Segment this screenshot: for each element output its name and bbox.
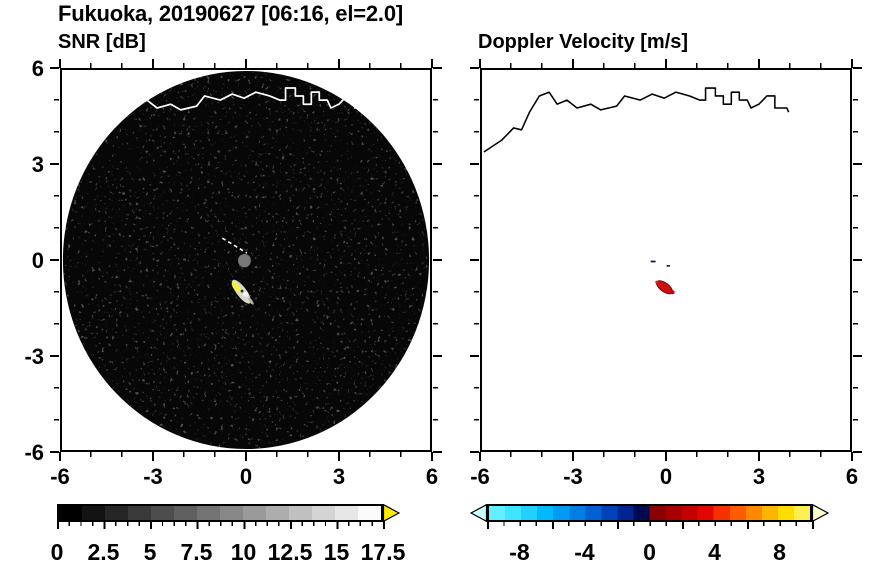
snr-right-minor-ticks bbox=[433, 67, 438, 453]
snr-colorbar-over-arrow bbox=[383, 504, 400, 522]
vel-right-minor-ticks bbox=[853, 67, 858, 453]
snr-plot-area bbox=[60, 68, 432, 452]
snr-scan-svg bbox=[62, 70, 430, 450]
velocity-cb-label: 0 bbox=[643, 539, 656, 565]
vel-left-minor-ticks bbox=[474, 67, 479, 453]
velocity-cb-label: 4 bbox=[708, 539, 721, 565]
x-tick-label: 0 bbox=[659, 464, 673, 489]
snr-cb-label: 0 bbox=[50, 539, 64, 565]
velocity-colorbar bbox=[487, 504, 812, 522]
x-tick-label: 3 bbox=[332, 464, 346, 489]
snr-colorbar bbox=[57, 504, 383, 522]
x-tick-label: 3 bbox=[752, 464, 766, 489]
snr-bottom-minor-ticks bbox=[59, 452, 433, 457]
velocity-colorbar-over-arrow bbox=[812, 504, 829, 522]
y-tick-label: -3 bbox=[24, 344, 44, 369]
velocity-cb-label: 8 bbox=[773, 539, 786, 565]
velocity-plot-area bbox=[480, 68, 852, 452]
snr-echo bbox=[231, 279, 254, 305]
velocity-colorbar-under-arrow bbox=[470, 504, 487, 522]
x-tick-label: -6 bbox=[470, 464, 490, 489]
snr-cb-label: 12.5 bbox=[267, 539, 313, 565]
velocity-scan-svg bbox=[483, 87, 790, 295]
vel-bottom-minor-ticks bbox=[479, 452, 853, 457]
snr-panel-title: SNR [dB] bbox=[58, 31, 146, 53]
snr-colorbar-minor-ticks bbox=[57, 521, 384, 526]
velocity-panel-title: Doppler Velocity [m/s] bbox=[478, 31, 689, 53]
clutter-streak bbox=[221, 237, 248, 254]
velocity-colorbar-minor-ticks bbox=[487, 521, 814, 526]
coastline-path bbox=[483, 87, 790, 153]
snr-cb-label: 15 bbox=[323, 539, 350, 565]
snr-left-minor-ticks bbox=[54, 67, 59, 453]
radar-site-marker bbox=[238, 253, 251, 268]
y-tick-label: -6 bbox=[24, 440, 44, 465]
x-tick-label: -6 bbox=[50, 464, 70, 489]
x-tick-label: 6 bbox=[845, 464, 859, 489]
vel-top-minor-ticks bbox=[479, 63, 853, 68]
y-tick-label: 3 bbox=[31, 152, 44, 177]
velocity-cb-label: -4 bbox=[574, 539, 595, 565]
y-tick-label: 6 bbox=[31, 56, 44, 81]
velocity-echo bbox=[650, 260, 675, 295]
snr-cb-label: 10 bbox=[230, 539, 257, 565]
snr-cb-label: 2.5 bbox=[87, 539, 120, 565]
x-tick-label: 0 bbox=[239, 464, 253, 489]
snr-top-minor-ticks bbox=[59, 63, 433, 68]
velocity-cb-label: -8 bbox=[509, 539, 530, 565]
snr-cb-label: 17.5 bbox=[360, 539, 406, 565]
x-tick-label: -3 bbox=[143, 464, 163, 489]
snr-cb-label: 5 bbox=[143, 539, 157, 565]
x-tick-label: -3 bbox=[563, 464, 583, 489]
snr-cb-label: 7.5 bbox=[180, 539, 213, 565]
figure-title: Fukuoka, 20190627 [06:16, el=2.0] bbox=[58, 1, 404, 26]
y-tick-label: 0 bbox=[31, 248, 44, 273]
x-tick-label: 6 bbox=[425, 464, 439, 489]
